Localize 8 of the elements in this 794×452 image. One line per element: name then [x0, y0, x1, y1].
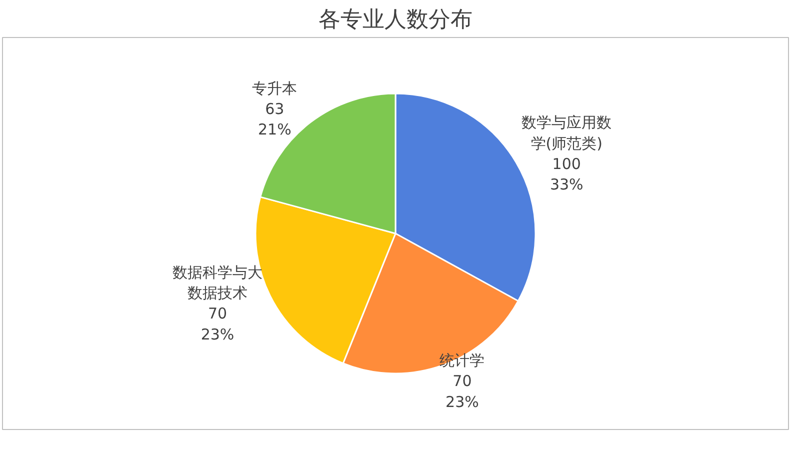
- data-label: 100 33%: [550, 155, 584, 194]
- data-label: 70 23%: [200, 304, 234, 344]
- data-label: 70 23%: [446, 372, 479, 411]
- slice-label: 数据科学与大数据技术: [172, 263, 262, 302]
- chart-title: 各专业人数分布: [318, 8, 472, 32]
- slice-label: 专升本: [252, 79, 298, 98]
- slice-label: 数学与应用数学(师范类): [522, 114, 612, 152]
- data-label: 63 21%: [258, 100, 292, 139]
